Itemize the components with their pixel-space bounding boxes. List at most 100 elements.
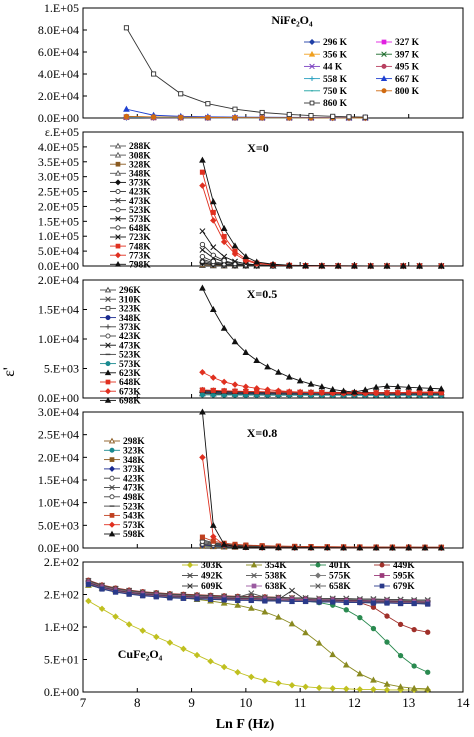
legend-marker [381,51,387,57]
legend-marker [314,572,322,579]
data-point [231,250,239,258]
data-point [199,454,206,461]
data-point [262,598,268,604]
data-point [113,589,119,595]
data-point [210,374,217,381]
legend-label: 310K [119,295,141,305]
legend-label: 673K [119,387,141,397]
legend-marker [114,252,122,259]
legend-marker [315,562,321,568]
legend-marker [105,333,111,339]
legend-marker [379,562,385,568]
data-point [424,685,432,692]
legend-label: 648K [119,378,141,388]
data-point [398,601,404,607]
data-point [296,388,304,396]
data-point [210,258,216,265]
panel-1: 0.0E+00 2.0E+04 4.0E+04 6.0E+04 8.0E+04 1.E+0… [38,1,464,125]
x-tick-label: 10 [239,695,252,710]
legend-label: 648K [129,224,151,234]
legend-label: 573K [123,521,145,531]
legend-label: 449K [393,561,415,571]
panels: 0.0E+002.0E+044.0E+046.0E+048.0E+041.E+0… [38,1,464,699]
panel-title: X=0 [247,141,269,155]
legend-marker [108,521,116,528]
legend-marker [114,169,122,176]
legend-marker [108,465,116,472]
legend-marker [115,225,121,231]
data-point [308,113,314,119]
data-point [370,676,377,683]
legend-label: 750 K [323,87,348,97]
data-point [231,338,239,345]
data-point [253,385,260,392]
legend-label: 296K [119,286,141,296]
data-point [411,626,417,633]
legend-label: 773K [129,251,151,261]
data-point [318,389,326,397]
data-point [258,544,266,551]
data-point [416,388,423,396]
legend-marker [115,216,121,222]
y-tick-label: 1.E+02 [44,620,79,634]
legend-marker [379,573,385,578]
legend-marker [379,583,385,589]
data-point [231,381,239,388]
y-tick-label: 2.0E+04 [38,273,79,287]
data-point [209,521,217,528]
legend-marker [115,197,121,204]
legend-label: 354K [265,561,287,571]
data-point [330,599,336,605]
data-point [411,663,417,669]
data-point [199,387,205,393]
data-point [199,169,205,175]
legend-label: 638K [265,582,287,592]
data-point [85,581,91,587]
data-point [199,156,206,163]
legend-marker [114,260,122,267]
legend-marker [380,75,388,81]
data-point [323,544,331,551]
data-point [199,241,206,248]
series-line [88,579,428,633]
data-point [289,598,295,605]
panel-title: NiFe₂O₄ [271,13,313,27]
legend-label: 373K [123,465,145,475]
data-point [259,109,265,116]
data-point [405,383,413,390]
data-point [210,387,216,393]
data-point [370,604,377,610]
legend-marker [309,76,315,81]
y-tick-label: 2.E+02 [44,555,79,569]
legend-label: 423K [129,188,151,198]
legend-marker [115,207,121,213]
data-point [248,673,255,681]
data-point [166,639,174,646]
legend-marker [105,324,111,330]
legend: 298K323K348K373K423K473K498K523K543K573K… [104,437,145,540]
y-tick-label: 5.0E+03 [38,518,79,532]
legend-label: 298K [123,437,145,447]
data-point [357,614,363,621]
data-point [232,106,238,112]
y-tick-label: 0.0E+00 [38,111,79,125]
legend-label: 303K [201,561,223,571]
legend-label: 723K [129,233,151,243]
series-line [201,172,442,267]
legend-label: 323K [123,447,145,457]
legend-label: 860 K [323,99,348,109]
y-tick-label: 5.E+03 [44,362,79,376]
legend-marker [104,388,112,395]
data-point [205,101,211,107]
x-tick-label: 12 [348,695,361,710]
y-tick-label: 0.E+00 [44,685,79,699]
legend-marker [105,306,111,311]
legend-marker [309,100,315,106]
data-point [416,262,423,269]
legend-label: 348K [119,314,141,324]
data-point [437,262,445,269]
data-point [346,114,352,120]
legend-label: 296 K [323,38,348,48]
series-line [88,600,428,691]
data-point [384,600,390,606]
